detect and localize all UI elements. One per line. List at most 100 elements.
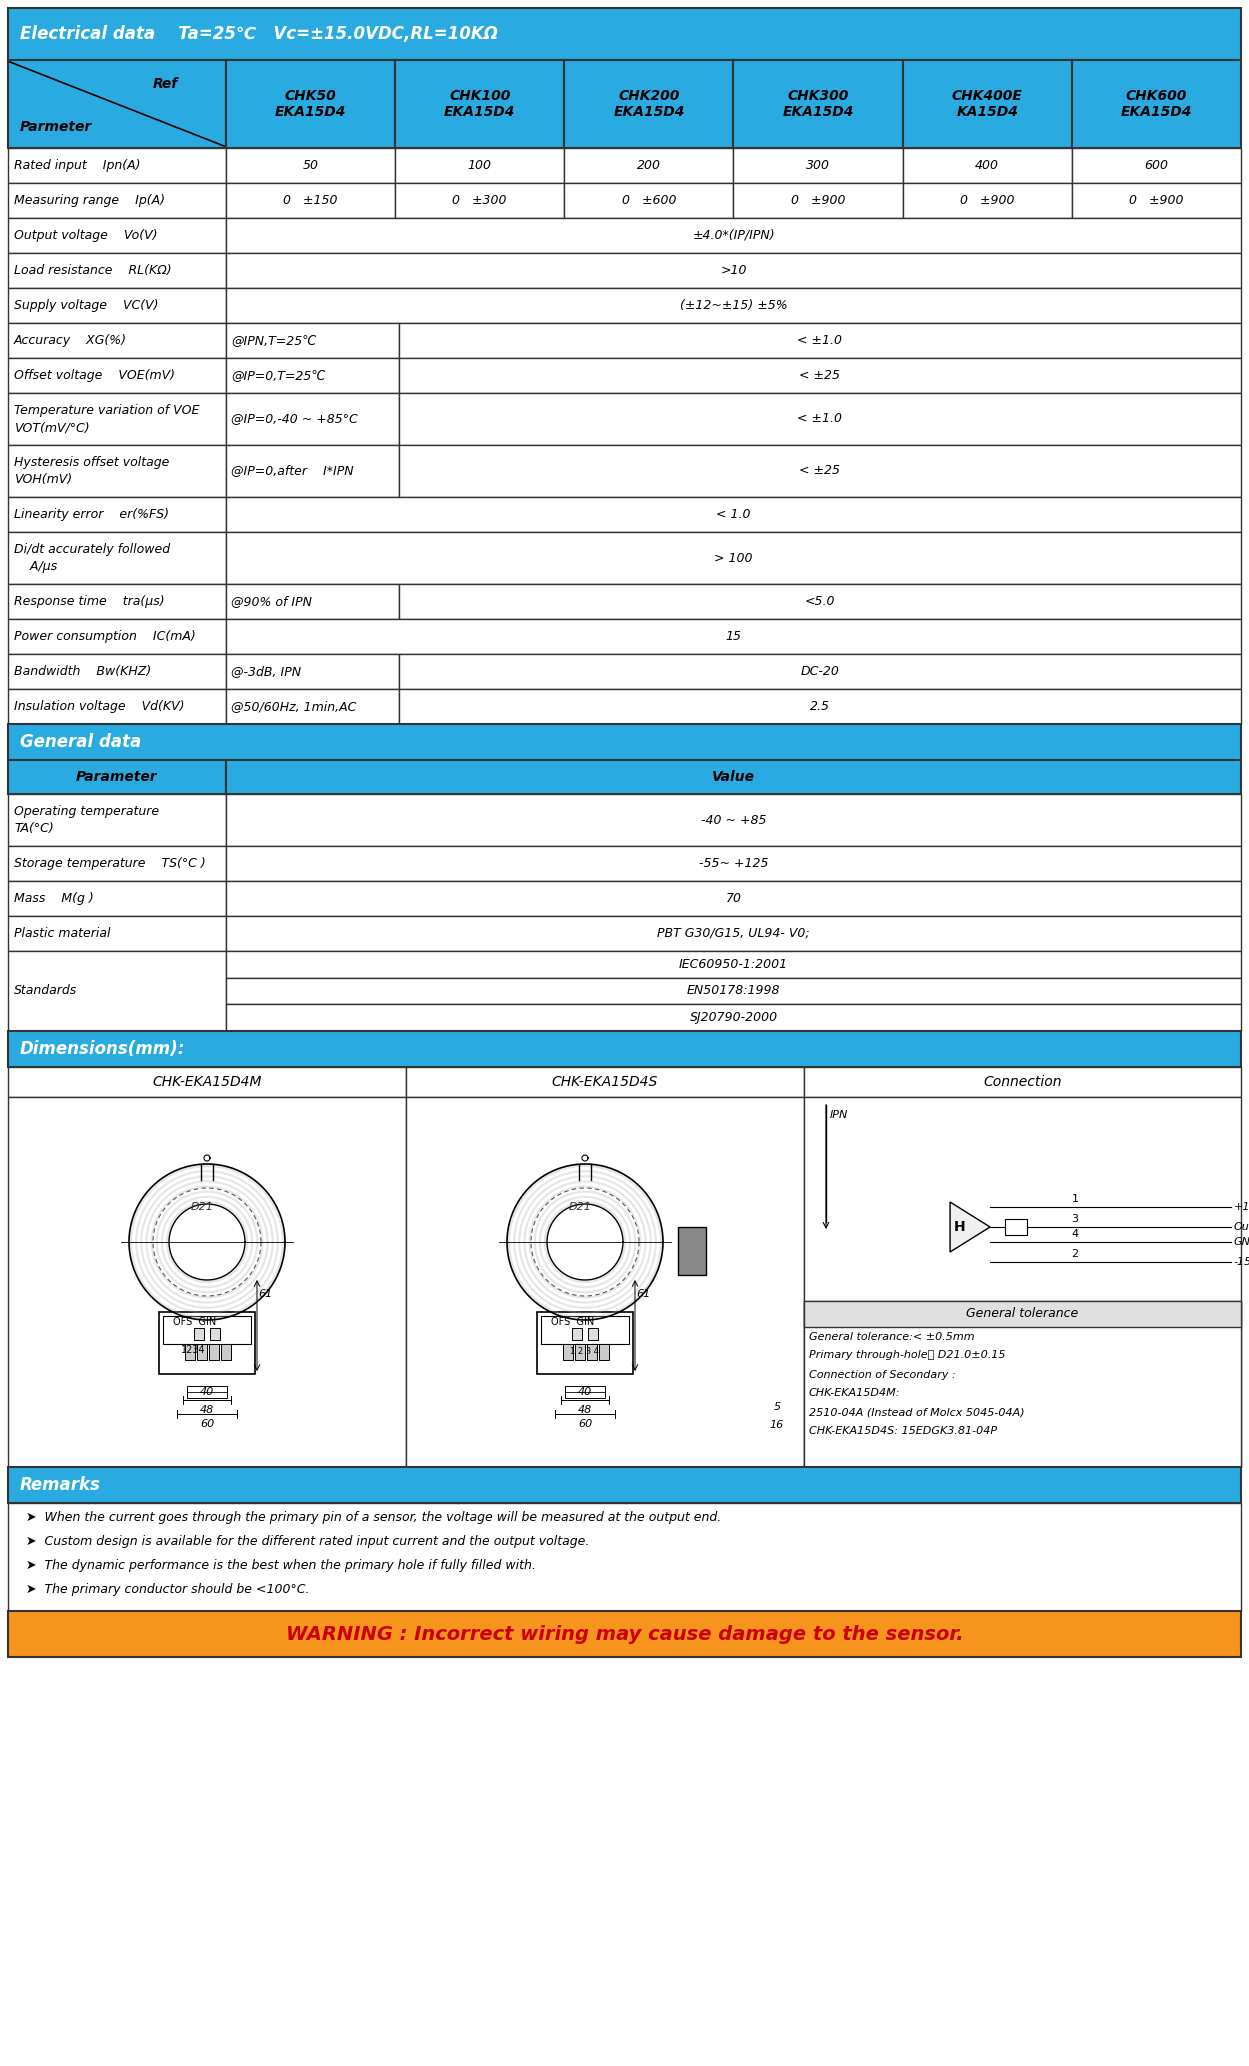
Text: < ±25: < ±25 bbox=[799, 370, 841, 382]
Bar bbox=[226, 498, 1242, 533]
Text: 50: 50 bbox=[302, 159, 318, 171]
Bar bbox=[7, 950, 226, 1031]
Text: 2.5: 2.5 bbox=[811, 700, 831, 713]
Text: CHK200
EKA15D4: CHK200 EKA15D4 bbox=[613, 89, 684, 120]
Text: @IP=0,T=25℃: @IP=0,T=25℃ bbox=[231, 370, 326, 382]
Text: >10: >10 bbox=[721, 264, 747, 277]
Text: Offset voltage    VOE(mV): Offset voltage VOE(mV) bbox=[14, 370, 175, 382]
Bar bbox=[7, 1467, 1242, 1502]
Bar bbox=[406, 1097, 804, 1467]
Bar bbox=[804, 1097, 1242, 1467]
Text: 1234: 1234 bbox=[181, 1345, 205, 1355]
Bar bbox=[804, 1300, 1242, 1326]
Bar bbox=[209, 1345, 219, 1359]
Bar bbox=[7, 184, 226, 219]
Bar bbox=[398, 444, 1242, 498]
Text: 2510-04A (Instead of Molcx 5045-04A): 2510-04A (Instead of Molcx 5045-04A) bbox=[809, 1407, 1024, 1417]
Text: CHK50
EKA15D4: CHK50 EKA15D4 bbox=[275, 89, 346, 120]
Text: 16: 16 bbox=[769, 1419, 784, 1430]
Text: Insulation voltage    Vd(KV): Insulation voltage Vd(KV) bbox=[14, 700, 185, 713]
Bar bbox=[226, 1004, 1242, 1031]
Bar bbox=[7, 845, 226, 880]
Text: IPN: IPN bbox=[831, 1109, 848, 1120]
Bar bbox=[226, 977, 1242, 1004]
Text: ➤  When the current goes through the primary pin of a sensor, the voltage will b: ➤ When the current goes through the prim… bbox=[26, 1510, 721, 1523]
Text: GND: GND bbox=[1234, 1238, 1249, 1248]
Text: +15V: +15V bbox=[1234, 1202, 1249, 1213]
Bar bbox=[7, 444, 226, 498]
Bar bbox=[226, 760, 1242, 793]
Bar bbox=[226, 60, 395, 149]
Text: ➤  The primary conductor should be <100°C.: ➤ The primary conductor should be <100°C… bbox=[26, 1583, 310, 1595]
Bar bbox=[7, 760, 226, 793]
Text: 0   ±150: 0 ±150 bbox=[284, 194, 337, 207]
Bar bbox=[398, 393, 1242, 444]
Text: 4: 4 bbox=[1072, 1229, 1078, 1240]
Text: Linearity error    er(%FS): Linearity error er(%FS) bbox=[14, 508, 169, 521]
Bar bbox=[7, 219, 226, 252]
Text: < 1.0: < 1.0 bbox=[716, 508, 751, 521]
Text: 0   ±900: 0 ±900 bbox=[1129, 194, 1184, 207]
Bar bbox=[159, 1312, 255, 1374]
Bar bbox=[226, 357, 398, 393]
Bar bbox=[588, 1328, 598, 1341]
Bar bbox=[733, 184, 903, 219]
Bar bbox=[226, 287, 1242, 322]
Text: @IPN,T=25℃: @IPN,T=25℃ bbox=[231, 335, 316, 347]
Bar bbox=[226, 184, 395, 219]
Text: RL: RL bbox=[1010, 1221, 1022, 1231]
Bar bbox=[210, 1328, 220, 1341]
Text: CHK600
EKA15D4: CHK600 EKA15D4 bbox=[1120, 89, 1192, 120]
Bar bbox=[398, 585, 1242, 620]
Bar bbox=[7, 1502, 1242, 1611]
Text: 40: 40 bbox=[200, 1386, 214, 1397]
Text: A/μs: A/μs bbox=[14, 560, 57, 574]
Text: 3: 3 bbox=[1072, 1215, 1078, 1223]
Bar bbox=[226, 393, 398, 444]
Text: IEC60950-1:2001: IEC60950-1:2001 bbox=[679, 959, 788, 971]
Text: 70: 70 bbox=[726, 893, 742, 905]
Bar bbox=[221, 1345, 231, 1359]
Text: D21: D21 bbox=[191, 1202, 214, 1213]
Bar bbox=[903, 60, 1072, 149]
Bar bbox=[398, 655, 1242, 688]
Bar bbox=[580, 1161, 591, 1182]
Text: 400: 400 bbox=[975, 159, 999, 171]
Bar bbox=[600, 1345, 610, 1359]
Bar bbox=[733, 149, 903, 184]
Text: 0   ±900: 0 ±900 bbox=[791, 194, 846, 207]
Bar bbox=[185, 1345, 195, 1359]
Bar bbox=[201, 1161, 214, 1182]
Text: 0   ±900: 0 ±900 bbox=[960, 194, 1014, 207]
Text: ➤  Custom design is available for the different rated input current and the outp: ➤ Custom design is available for the dif… bbox=[26, 1535, 590, 1547]
Bar bbox=[194, 1328, 204, 1341]
Text: Out: Out bbox=[1234, 1221, 1249, 1231]
Bar bbox=[226, 950, 1242, 977]
Text: OFS  GIN: OFS GIN bbox=[551, 1316, 595, 1326]
Text: EN50178:1998: EN50178:1998 bbox=[687, 985, 781, 998]
Text: -15V: -15V bbox=[1234, 1256, 1249, 1266]
Bar bbox=[565, 60, 733, 149]
Bar bbox=[804, 1066, 1242, 1097]
Bar bbox=[733, 60, 903, 149]
Bar bbox=[7, 723, 1242, 760]
Text: 60: 60 bbox=[200, 1419, 214, 1430]
Bar bbox=[7, 533, 226, 585]
Text: Hysteresis offset voltage: Hysteresis offset voltage bbox=[14, 457, 170, 469]
Text: <5.0: <5.0 bbox=[804, 595, 836, 607]
Text: ➤  The dynamic performance is the best when the primary hole if fully filled wit: ➤ The dynamic performance is the best wh… bbox=[26, 1558, 536, 1572]
Text: Primary through-hole： D21.0±0.15: Primary through-hole： D21.0±0.15 bbox=[809, 1351, 1005, 1361]
Text: Dimensions(mm):: Dimensions(mm): bbox=[20, 1039, 185, 1058]
Text: Power consumption    IC(mA): Power consumption IC(mA) bbox=[14, 630, 196, 643]
Bar bbox=[572, 1328, 582, 1341]
Text: SJ20790-2000: SJ20790-2000 bbox=[689, 1010, 778, 1025]
Text: 2: 2 bbox=[1072, 1250, 1078, 1258]
Text: -55~ +125: -55~ +125 bbox=[698, 857, 768, 870]
Bar bbox=[7, 1097, 406, 1467]
Bar bbox=[1072, 184, 1242, 219]
Bar bbox=[1072, 60, 1242, 149]
Text: Electrical data    Ta=25℃   Vc=±15.0VDC,RL=10KΩ: Electrical data Ta=25℃ Vc=±15.0VDC,RL=10… bbox=[20, 25, 498, 43]
Bar bbox=[903, 149, 1072, 184]
Text: < ±1.0: < ±1.0 bbox=[798, 413, 843, 426]
Bar bbox=[7, 1611, 1242, 1657]
